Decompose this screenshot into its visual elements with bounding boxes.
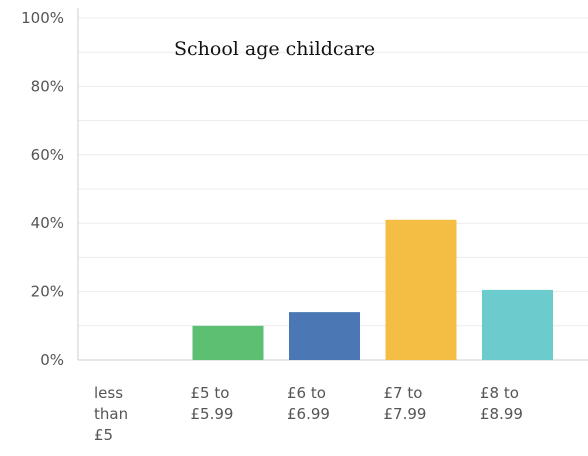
y-tick-label: 60%: [31, 146, 64, 164]
x-tick-labels: less than £5 £5 to £5.99 £6 to £6.99 £7 to £7.99…: [94, 384, 523, 444]
x-tick-label: less than £5: [94, 384, 128, 444]
bars: [192, 219, 553, 360]
bar: [289, 312, 360, 360]
chart-title: School age childcare: [174, 38, 376, 60]
y-tick-label: 100%: [21, 9, 64, 27]
y-tick-labels: 0% 20% 40% 60% 80% 100%: [21, 9, 64, 369]
y-tick-label: 80%: [31, 77, 64, 95]
x-tick-label: £6 to £6.99: [287, 384, 330, 423]
x-tick-label: £5 to £5.99: [191, 384, 234, 423]
x-tick-label: £8 to £8.99: [480, 384, 523, 423]
bar: [385, 219, 457, 360]
x-tick-label: £7 to £7.99: [384, 384, 427, 423]
y-tick-label: 20%: [31, 283, 64, 301]
bar: [192, 325, 264, 360]
y-tick-label: 0%: [40, 351, 64, 369]
gridlines: [78, 17, 588, 361]
bar: [482, 289, 553, 360]
y-tick-label: 40%: [31, 214, 64, 232]
